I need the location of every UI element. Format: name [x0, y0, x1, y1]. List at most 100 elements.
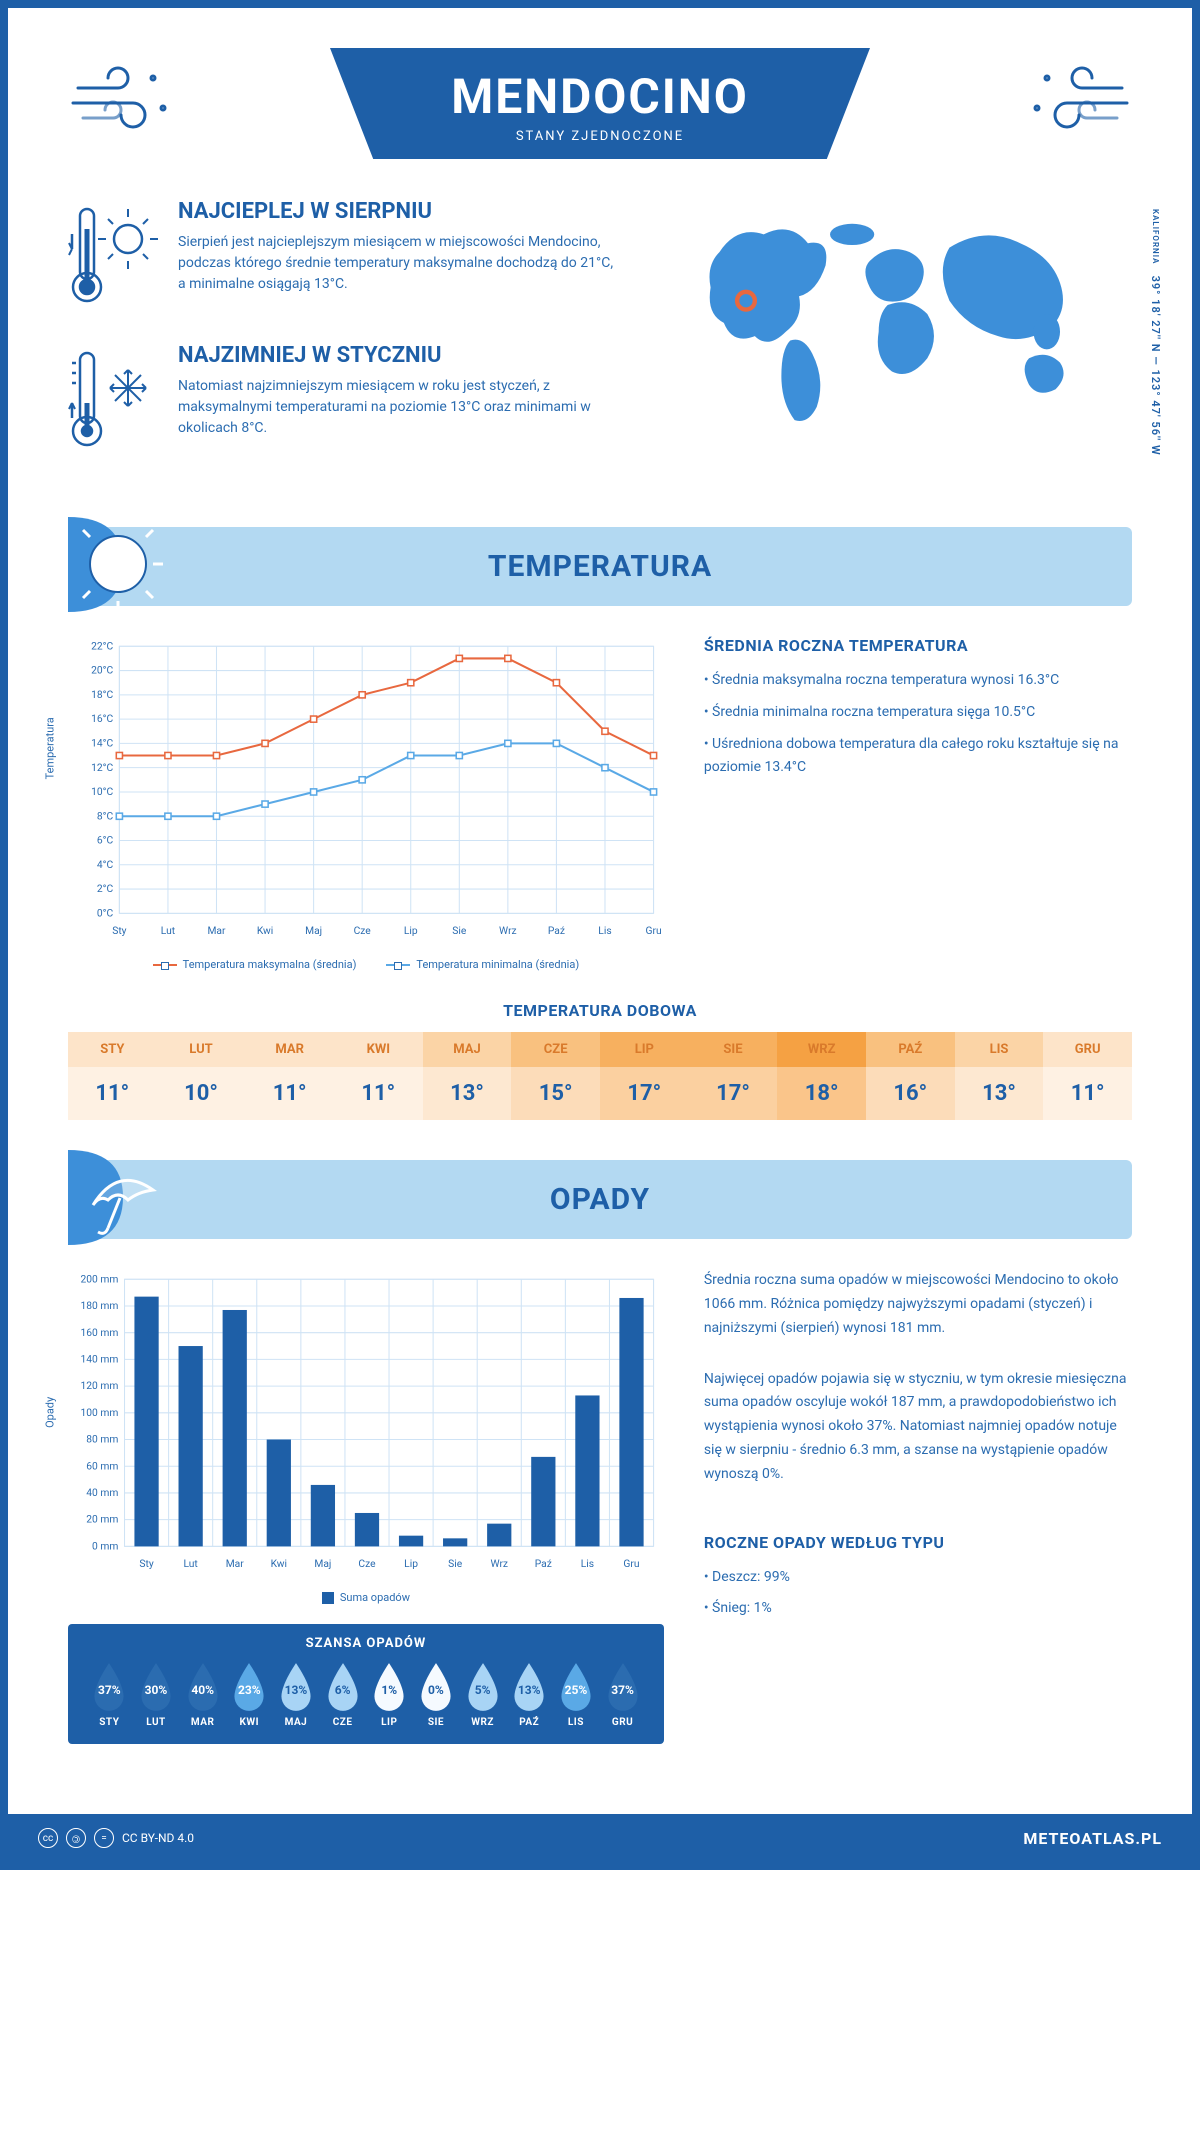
- svg-text:Sty: Sty: [112, 924, 126, 937]
- y-axis-label: Opady: [44, 1397, 57, 1428]
- svg-text:140 mm: 140 mm: [80, 1353, 118, 1366]
- temp-table-cell: 16°: [866, 1067, 955, 1120]
- svg-text:Gru: Gru: [623, 1557, 639, 1570]
- rain-chance-item: 0% SIE: [413, 1661, 460, 1728]
- footer-brand: METEOATLAS.PL: [1023, 1829, 1162, 1848]
- temp-table-head: SIE: [689, 1032, 778, 1067]
- temp-table-cell: 11°: [68, 1067, 157, 1120]
- info-row: NAJCIEPLEJ W SIERPNIU Sierpień jest najc…: [68, 199, 1132, 487]
- temp-table-cell: 11°: [245, 1067, 334, 1120]
- svg-text:16°C: 16°C: [91, 712, 113, 725]
- rain-chance-item: 13% MAJ: [273, 1661, 320, 1728]
- cold-block: NAJZIMNIEJ W STYCZNIU Natomiast najzimni…: [68, 343, 621, 457]
- rain-chance-item: 37% GRU: [599, 1661, 646, 1728]
- precipitation-summary: Średnia roczna suma opadów w miejscowośc…: [704, 1269, 1132, 1744]
- thermometer-snow-icon: [68, 343, 158, 457]
- cold-text: Natomiast najzimniejszym miesiącem w rok…: [178, 376, 621, 439]
- svg-text:Gru: Gru: [645, 924, 661, 937]
- svg-text:2°C: 2°C: [97, 882, 114, 895]
- svg-text:14°C: 14°C: [91, 736, 113, 749]
- svg-text:40 mm: 40 mm: [86, 1486, 118, 1499]
- wind-icon: [1022, 58, 1132, 142]
- svg-text:Lis: Lis: [581, 1557, 594, 1570]
- svg-text:80 mm: 80 mm: [86, 1433, 118, 1446]
- svg-text:22°C: 22°C: [91, 639, 113, 652]
- precipitation-bar-chart: Opady 0 mm20 mm40 mm60 mm80 mm100 mm120 …: [68, 1269, 664, 1604]
- svg-text:Lut: Lut: [161, 924, 175, 937]
- svg-text:100 mm: 100 mm: [80, 1406, 118, 1419]
- temp-table-head: MAJ: [423, 1032, 512, 1067]
- daily-temp-title: TEMPERATURA DOBOWA: [68, 1001, 1132, 1020]
- y-axis-label: Temperatura: [44, 717, 57, 779]
- hot-text: Sierpień jest najcieplejszym miesiącem w…: [178, 232, 621, 295]
- svg-text:Sie: Sie: [452, 924, 467, 937]
- svg-text:20°C: 20°C: [91, 664, 113, 677]
- svg-text:Kwi: Kwi: [257, 924, 273, 937]
- rain-chance-item: 23% KWI: [226, 1661, 273, 1728]
- svg-text:12°C: 12°C: [91, 761, 113, 774]
- svg-text:6°C: 6°C: [97, 834, 114, 847]
- temp-table-head: CZE: [511, 1032, 600, 1067]
- svg-text:Lis: Lis: [598, 924, 611, 937]
- svg-text:Lip: Lip: [404, 924, 418, 937]
- footer: cc 🄯 = CC BY-ND 4.0 METEOATLAS.PL: [8, 1814, 1192, 1862]
- svg-text:Sie: Sie: [448, 1557, 463, 1570]
- svg-text:120 mm: 120 mm: [80, 1379, 118, 1392]
- temp-table-cell: 13°: [955, 1067, 1044, 1120]
- rain-chance-item: 40% MAR: [179, 1661, 226, 1728]
- section-precipitation: OPADY: [68, 1160, 1132, 1239]
- svg-text:10°C: 10°C: [91, 785, 113, 798]
- temperature-summary: ŚREDNIA ROCZNA TEMPERATURA • Średnia mak…: [704, 636, 1132, 971]
- chart-legend: Temperatura maksymalna (średnia) Tempera…: [68, 958, 664, 971]
- temp-table-head: PAŹ: [866, 1032, 955, 1067]
- svg-text:Kwi: Kwi: [271, 1557, 287, 1570]
- temp-table-head: LIS: [955, 1032, 1044, 1067]
- rain-chance-item: 6% CZE: [319, 1661, 366, 1728]
- license: cc 🄯 = CC BY-ND 4.0: [38, 1828, 194, 1848]
- rain-chance-item: 13% PAŹ: [506, 1661, 553, 1728]
- rain-chance-item: 37% STY: [86, 1661, 133, 1728]
- svg-text:18°C: 18°C: [91, 688, 113, 701]
- temp-table-head: WRZ: [777, 1032, 866, 1067]
- svg-text:Maj: Maj: [314, 1557, 331, 1570]
- rain-chance-box: SZANSA OPADÓW 37% STY 30% LUT 40% MAR 2: [68, 1624, 664, 1744]
- svg-text:0°C: 0°C: [97, 906, 114, 919]
- temp-table-cell: 15°: [511, 1067, 600, 1120]
- coordinates: KALIFORNIA 39° 18' 27'' N — 123° 47' 56'…: [1149, 209, 1162, 456]
- temp-table-head: MAR: [245, 1032, 334, 1067]
- wind-icon: [68, 58, 178, 142]
- title-banner: MENDOCINO STANY ZJEDNOCZONE: [330, 48, 870, 159]
- sun-icon: [68, 517, 178, 616]
- daily-temp-table: STYLUTMARKWIMAJCZELIPSIEWRZPAŹLISGRU11°1…: [68, 1032, 1132, 1120]
- page-subtitle: STANY ZJEDNOCZONE: [360, 129, 840, 144]
- svg-text:Lip: Lip: [404, 1557, 418, 1570]
- svg-text:160 mm: 160 mm: [80, 1326, 118, 1339]
- svg-text:4°C: 4°C: [97, 858, 114, 871]
- svg-text:Paź: Paź: [548, 924, 565, 937]
- section-title: OPADY: [98, 1182, 1102, 1217]
- section-temperature: TEMPERATURA: [68, 527, 1132, 606]
- temp-table-cell: 17°: [689, 1067, 778, 1120]
- svg-text:Mar: Mar: [226, 1557, 245, 1570]
- svg-text:Sty: Sty: [139, 1557, 153, 1570]
- rain-chance-item: 5% WRZ: [459, 1661, 506, 1728]
- temp-table-head: LUT: [157, 1032, 246, 1067]
- header: MENDOCINO STANY ZJEDNOCZONE: [68, 48, 1132, 159]
- hot-title: NAJCIEPLEJ W SIERPNIU: [178, 199, 621, 224]
- svg-text:0 mm: 0 mm: [92, 1540, 118, 1553]
- hot-block: NAJCIEPLEJ W SIERPNIU Sierpień jest najc…: [68, 199, 621, 313]
- temp-table-cell: 18°: [777, 1067, 866, 1120]
- temp-table-head: LIP: [600, 1032, 689, 1067]
- temperature-line-chart: Temperatura 0°C2°C4°C6°C8°C10°C12°C14°C1…: [68, 636, 664, 971]
- svg-text:8°C: 8°C: [97, 809, 114, 822]
- page: MENDOCINO STANY ZJEDNOCZONE NAJCIEPLEJ W…: [0, 0, 1200, 1870]
- rain-chance-item: 1% LIP: [366, 1661, 413, 1728]
- svg-text:20 mm: 20 mm: [86, 1513, 118, 1526]
- svg-text:180 mm: 180 mm: [80, 1299, 118, 1312]
- section-title: TEMPERATURA: [98, 549, 1102, 584]
- svg-text:Wrz: Wrz: [490, 1557, 508, 1570]
- temp-table-cell: 11°: [334, 1067, 423, 1120]
- world-map: KALIFORNIA 39° 18' 27'' N — 123° 47' 56'…: [661, 199, 1132, 487]
- svg-text:Lut: Lut: [183, 1557, 197, 1570]
- svg-text:200 mm: 200 mm: [80, 1273, 118, 1286]
